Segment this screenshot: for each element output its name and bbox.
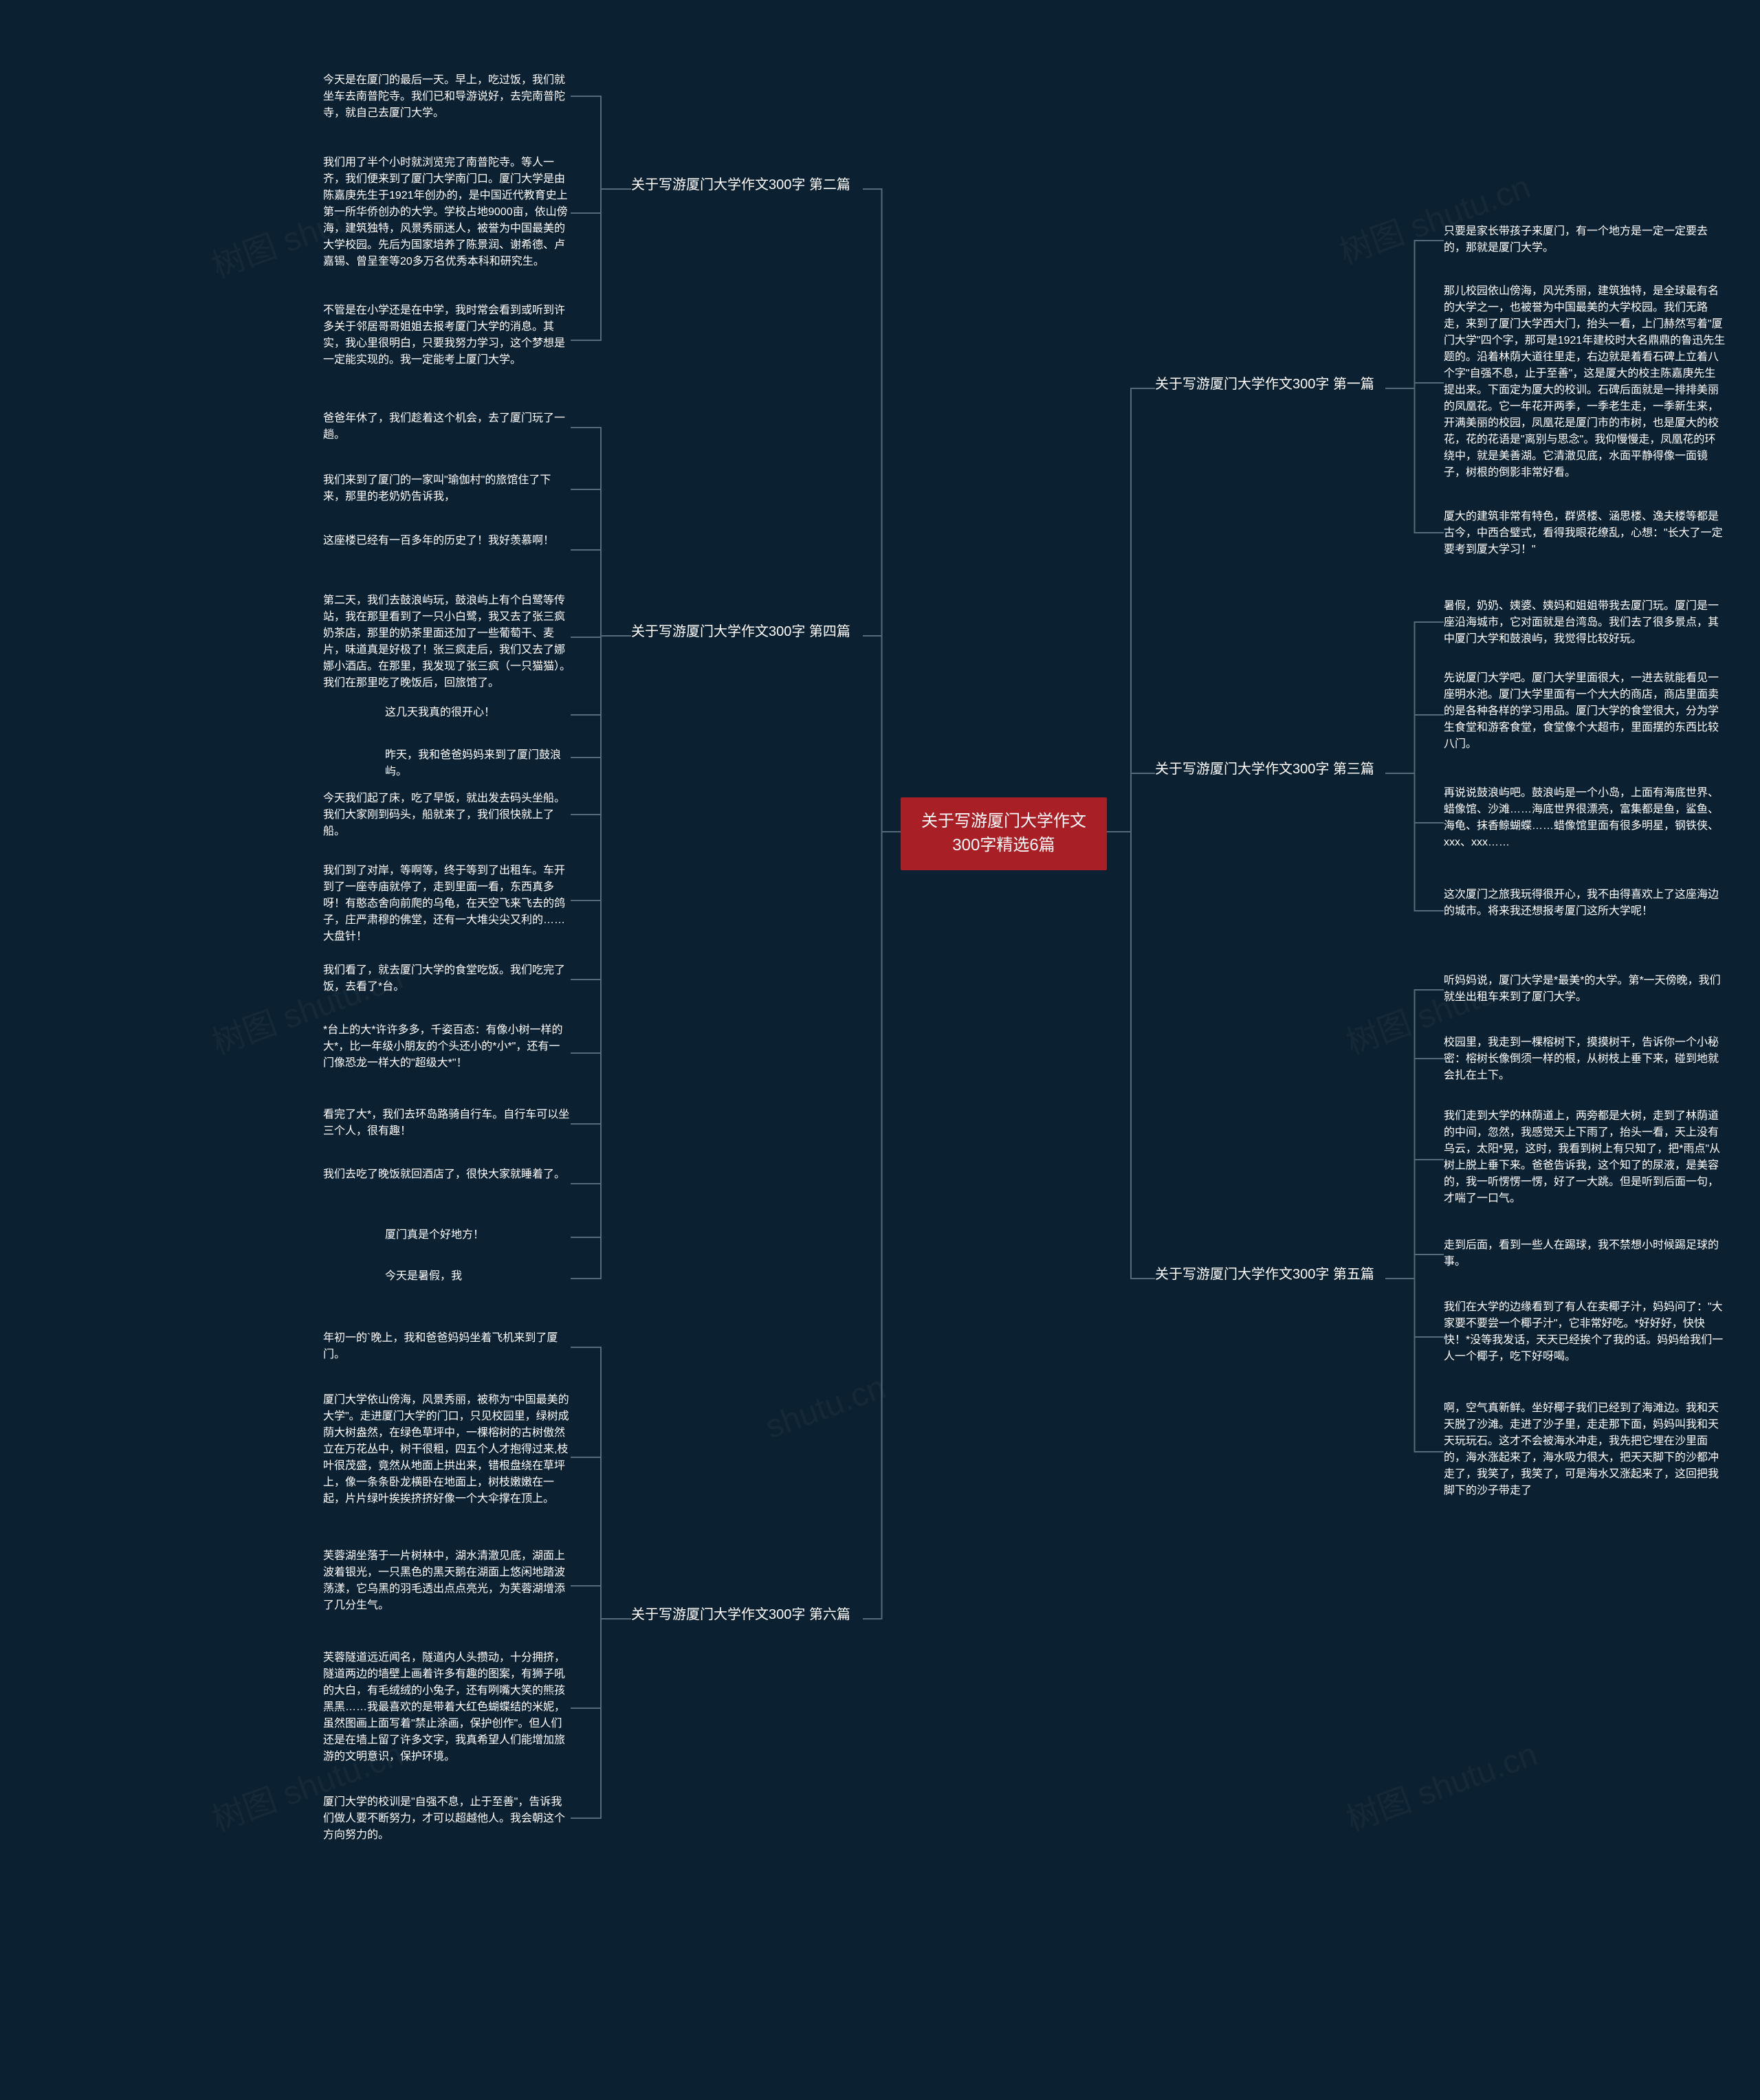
leaf-node: 暑假，奶奶、姨婆、姨妈和姐姐带我去厦门玩。厦门是一座沿海城市，它对面就是台湾岛。…: [1444, 598, 1726, 648]
leaf-node: 昨天，我和爸爸妈妈来到了厦门鼓浪屿。: [385, 747, 571, 780]
leaf-node: 我们去吃了晚饭就回酒店了，很快大家就睡着了。: [323, 1167, 571, 1183]
branch-b6: 关于写游厦门大学作文300字 第六篇: [631, 1605, 850, 1625]
leaf-node: 这次厦门之旅我玩得很开心，我不由得喜欢上了这座海边的城市。将来我还想报考厦门这所…: [1444, 887, 1726, 920]
leaf-node: 再说说鼓浪屿吧。鼓浪屿是一个小岛，上面有海底世界、蜡像馆、沙滩……海底世界很漂亮…: [1444, 785, 1726, 851]
leaf-node: 这几天我真的很开心！: [385, 705, 571, 721]
leaf-node: 那儿校园依山傍海，风光秀丽，建筑独特，是全球最有名的大学之一，也被誉为中国最美的…: [1444, 283, 1726, 481]
leaf-node: 厦大的建筑非常有特色，群贤楼、涵思楼、逸夫楼等都是古今，中西合璧式，看得我眼花缭…: [1444, 509, 1726, 558]
root-node: 关于写游厦门大学作文300字精选6篇: [901, 797, 1107, 870]
leaf-node: 这座楼已经有一百多年的历史了！我好羡慕啊！: [323, 533, 571, 549]
leaf-node: 我们用了半个小时就浏览完了南普陀寺。等人一齐，我们便来到了厦门大学南门口。厦门大…: [323, 155, 571, 270]
leaf-node: 芙蓉湖坐落于一片树林中，湖水清澈见底，湖面上波着银光，一只黑色的黑天鹅在湖面上悠…: [323, 1548, 571, 1614]
leaf-node: 我们看了，就去厦门大学的食堂吃饭。我们吃完了饭，去看了*台。: [323, 962, 571, 995]
leaf-node: 年初一的`晚上，我和爸爸妈妈坐着飞机来到了厦门。: [323, 1330, 571, 1363]
leaf-node: 爸爸年休了，我们趁着这个机会，去了厦门玩了一趟。: [323, 410, 571, 443]
leaf-node: *台上的大*许许多多，千姿百态：有像小树一样的大*，比一年级小朋友的个头还小的*…: [323, 1022, 571, 1072]
leaf-node: 今天我们起了床，吃了早饭，就出发去码头坐船。我们大家刚到码头，船就来了，我们很快…: [323, 791, 571, 840]
leaf-node: 我们到了对岸，等啊等，终于等到了出租车。车开到了一座寺庙就停了，走到里面一看，东…: [323, 863, 571, 945]
branch-b4: 关于写游厦门大学作文300字 第四篇: [631, 622, 850, 642]
leaf-node: 校园里，我走到一棵榕树下，摸摸树干，告诉你一个小秘密：榕树长像倒须一样的根，从树…: [1444, 1035, 1726, 1084]
leaf-node: 我们来到了厦门的一家叫"瑜伽村"的旅馆住了下来，那里的老奶奶告诉我，: [323, 472, 571, 505]
leaf-node: 听妈妈说，厦门大学是*最美*的大学。第*一天傍晚，我们就坐出租车来到了厦门大学。: [1444, 973, 1726, 1006]
leaf-node: 我们在大学的边缘看到了有人在卖椰子汁，妈妈问了："大家要不要尝一个椰子汁"，它非…: [1444, 1299, 1726, 1365]
leaf-node: 先说厦门大学吧。厦门大学里面很大，一进去就能看见一座明水池。厦门大学里面有一个大…: [1444, 670, 1726, 753]
leaf-node: 走到后面，看到一些人在踢球，我不禁想小时候踢足球的事。: [1444, 1237, 1726, 1270]
branch-b5: 关于写游厦门大学作文300字 第五篇: [1155, 1265, 1374, 1285]
leaf-node: 厦门大学依山傍海，风景秀丽，被称为"中国最美的大学"。走进厦门大学的门口，只见校…: [323, 1392, 571, 1507]
branch-b1: 关于写游厦门大学作文300字 第一篇: [1155, 375, 1374, 395]
branch-b3: 关于写游厦门大学作文300字 第三篇: [1155, 760, 1374, 780]
leaf-node: 啊，空气真新鲜。坐好椰子我们已经到了海滩边。我和天天脱了沙滩。走进了沙子里，走走…: [1444, 1400, 1726, 1499]
leaf-node: 只要是家长带孩子来厦门，有一个地方是一定一定要去的，那就是厦门大学。: [1444, 223, 1726, 256]
leaf-node: 今天是暑假，我: [385, 1268, 571, 1285]
leaf-node: 今天是在厦门的最后一天。早上，吃过饭，我们就坐车去南普陀寺。我们已和导游说好，去…: [323, 72, 571, 122]
leaf-node: 第二天，我们去鼓浪屿玩，鼓浪屿上有个白鹭等传站，我在那里看到了一只小白鹭，我又去…: [323, 593, 571, 692]
leaf-node: 芙蓉隧道远近闻名，隧道内人头攒动，十分拥挤，隧道两边的墙壁上画着许多有趣的图案，…: [323, 1650, 571, 1765]
leaf-node: 厦门大学的校训是"自强不息，止于至善"，告诉我们做人要不断努力，才可以超越他人。…: [323, 1794, 571, 1844]
leaf-node: 我们走到大学的林荫道上，两旁都是大树，走到了林荫道的中间，忽然，我感觉天上下雨了…: [1444, 1108, 1726, 1207]
branch-b2: 关于写游厦门大学作文300字 第二篇: [631, 175, 850, 195]
leaf-node: 厦门真是个好地方！: [385, 1227, 571, 1244]
leaf-node: 不管是在小学还是在中学，我时常会看到或听到许多关于邻居哥哥姐姐去报考厦门大学的消…: [323, 302, 571, 368]
leaf-node: 看完了大*，我们去环岛路骑自行车。自行车可以坐三个人，很有趣！: [323, 1107, 571, 1140]
